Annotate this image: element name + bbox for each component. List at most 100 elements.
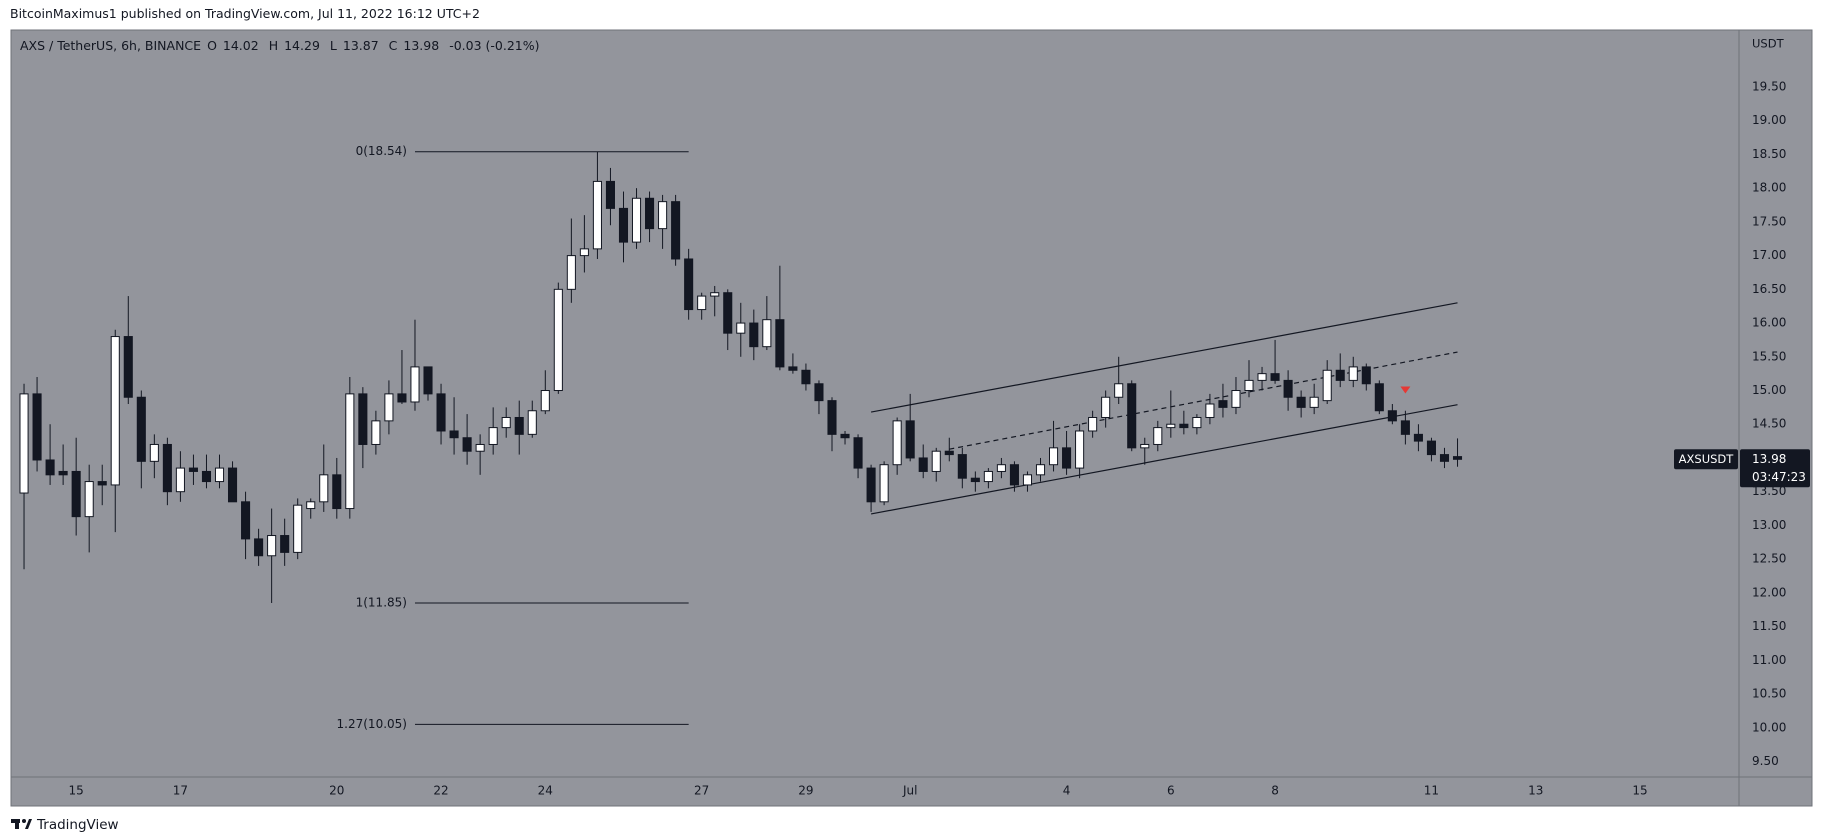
x-tick-label: 15 bbox=[69, 784, 84, 798]
candle-body bbox=[801, 369, 811, 385]
y-tick-label: 15.00 bbox=[1752, 383, 1786, 397]
candle-body bbox=[684, 258, 694, 311]
y-tick-label: 13.00 bbox=[1752, 518, 1786, 532]
candle-body bbox=[762, 319, 772, 348]
candle-body bbox=[775, 319, 785, 368]
x-tick-label: 6 bbox=[1167, 784, 1175, 798]
candle-body bbox=[110, 336, 120, 486]
y-tick-label: 17.50 bbox=[1752, 214, 1786, 228]
candle-body bbox=[1166, 423, 1176, 429]
y-tick-label: 16.00 bbox=[1752, 316, 1786, 330]
candle-body bbox=[1296, 396, 1306, 408]
candle-body bbox=[579, 248, 589, 257]
candle-body bbox=[358, 393, 368, 445]
y-tick-label: 13.50 bbox=[1752, 484, 1786, 498]
candle-body bbox=[788, 366, 798, 371]
candle-body bbox=[1192, 416, 1202, 429]
candle-body bbox=[45, 459, 55, 476]
signal-marker bbox=[1400, 386, 1411, 394]
ohlc-value: 14.29 bbox=[284, 38, 320, 53]
x-tick-label: 8 bbox=[1271, 784, 1279, 798]
legend: AXS / TetherUS, 6h, BINANCE O 14.02 H 14.29… bbox=[20, 38, 540, 53]
candle-body bbox=[1387, 410, 1397, 422]
candle-body bbox=[996, 464, 1006, 472]
candle-body bbox=[488, 427, 498, 445]
candle-body bbox=[267, 535, 277, 557]
countdown: 03:47:23 bbox=[1752, 470, 1806, 484]
candle-body bbox=[1127, 383, 1137, 449]
candle-body bbox=[1009, 464, 1019, 486]
candle-body bbox=[1374, 383, 1384, 412]
candle-body bbox=[514, 416, 524, 435]
x-tick-label: 29 bbox=[798, 784, 813, 798]
candle-body bbox=[1348, 366, 1358, 381]
candle-body bbox=[345, 393, 355, 510]
candle-body bbox=[566, 255, 576, 290]
candle-body bbox=[475, 443, 485, 452]
candle-body bbox=[1413, 433, 1423, 442]
x-tick-label: 15 bbox=[1632, 784, 1647, 798]
y-tick-label: 19.00 bbox=[1752, 113, 1786, 127]
candle-body bbox=[162, 443, 172, 493]
candle-body bbox=[605, 180, 615, 209]
candle-body bbox=[983, 470, 993, 483]
y-tick-label: 12.00 bbox=[1752, 585, 1786, 599]
candle-body bbox=[1309, 396, 1319, 408]
candle-body bbox=[1231, 390, 1241, 408]
fib-label: 0(18.54) bbox=[356, 144, 407, 158]
y-tick-label: 11.50 bbox=[1752, 619, 1786, 633]
candle-body bbox=[319, 474, 329, 503]
y-tick-label: 11.00 bbox=[1752, 653, 1786, 667]
candle-body bbox=[553, 288, 563, 392]
candle-body bbox=[814, 383, 824, 402]
y-tick-label: 16.50 bbox=[1752, 282, 1786, 296]
price-axis-unit: USDT bbox=[1752, 37, 1785, 51]
candle-body bbox=[879, 464, 889, 503]
candle-body bbox=[658, 201, 668, 230]
candle-body bbox=[527, 410, 537, 435]
candle-body bbox=[1244, 379, 1254, 392]
y-tick-label: 17.00 bbox=[1752, 248, 1786, 262]
candle-body bbox=[853, 437, 863, 469]
candle-body bbox=[227, 467, 238, 503]
candle-body bbox=[71, 470, 81, 518]
candle-body bbox=[1439, 454, 1450, 462]
x-tick-label: Jul bbox=[902, 784, 917, 798]
candle-body bbox=[501, 416, 511, 429]
x-tick-label: 22 bbox=[433, 784, 448, 798]
candle-body bbox=[280, 535, 290, 553]
change: -0.03 (-0.21%) bbox=[449, 38, 540, 53]
y-tick-label: 10.50 bbox=[1752, 687, 1786, 701]
footer-brand: TradingView bbox=[36, 817, 119, 833]
candle-body bbox=[1088, 416, 1098, 432]
candle-body bbox=[423, 366, 433, 395]
ohlc-key: O bbox=[207, 38, 217, 53]
x-tick-label: 13 bbox=[1528, 784, 1543, 798]
x-tick-label: 27 bbox=[694, 784, 709, 798]
candle-body bbox=[1361, 366, 1371, 385]
candle-body bbox=[1283, 379, 1293, 398]
candle-body bbox=[671, 201, 681, 260]
candle-body bbox=[931, 450, 941, 472]
candle-body bbox=[84, 481, 94, 518]
candle-body bbox=[201, 470, 212, 483]
candle-body bbox=[866, 467, 876, 503]
y-tick-label: 15.50 bbox=[1752, 349, 1786, 363]
candle-body bbox=[371, 420, 381, 445]
candle-body bbox=[1048, 447, 1059, 466]
candle-body bbox=[905, 420, 915, 459]
candle-body bbox=[645, 197, 655, 230]
candle-body bbox=[592, 180, 602, 250]
candle-body bbox=[1022, 474, 1033, 486]
x-tick-label: 17 bbox=[173, 784, 188, 798]
candle-body bbox=[631, 197, 642, 243]
candle-body bbox=[97, 481, 107, 486]
trendline bbox=[870, 302, 1458, 413]
ohlc-value: 13.98 bbox=[403, 38, 440, 53]
candle-body bbox=[1400, 420, 1410, 435]
candle-body bbox=[736, 322, 746, 334]
ohlc-key: C bbox=[388, 38, 398, 53]
candle-body bbox=[1452, 456, 1463, 460]
logo-part bbox=[15, 819, 19, 829]
candle-body bbox=[123, 336, 133, 398]
